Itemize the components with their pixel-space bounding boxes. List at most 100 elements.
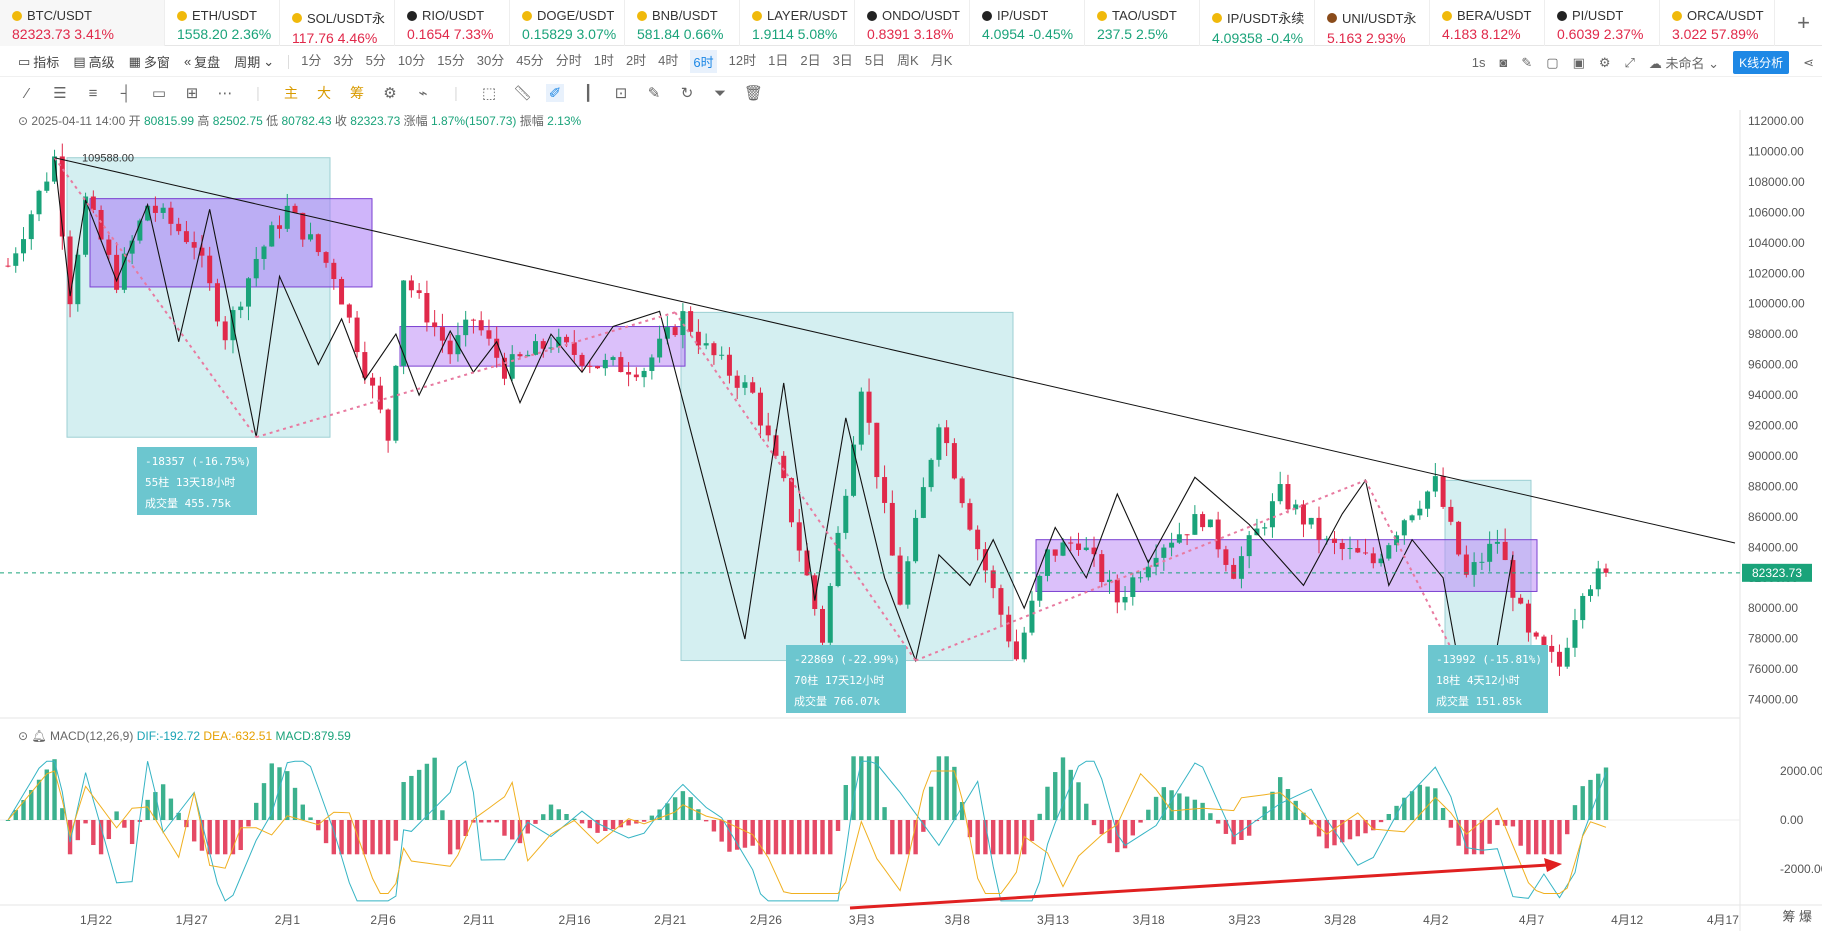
edit-icon[interactable]: ✎: [647, 85, 661, 102]
brush-icon[interactable]: ✐: [546, 84, 564, 102]
indicator-button[interactable]: ▭ 指标: [18, 53, 60, 71]
refresh-icon[interactable]: ↻: [680, 85, 694, 102]
template-icon[interactable]: ▣: [1572, 54, 1585, 70]
eye-icon[interactable]: ⊙: [18, 729, 29, 743]
ticker-change: 2.5%: [1135, 26, 1168, 42]
macd-bar: [510, 820, 515, 840]
price-chart[interactable]: 112000.00 110000.00 108000.00 106000.00 1040…: [0, 95, 1822, 931]
candle-body: [928, 459, 934, 488]
ticker-bnb-usdt[interactable]: BNB/USDT 581.84 0.66%: [625, 0, 740, 46]
kline-analysis-button[interactable]: K线分析: [1733, 51, 1790, 74]
crosshair-box-icon[interactable]: ⊞: [185, 85, 199, 102]
timeframe-2[interactable]: 5分: [365, 53, 386, 68]
ticker-layer-usdt[interactable]: LAYER/USDT 1.9114 5.08%: [740, 0, 855, 46]
layout-icon[interactable]: ▢: [1546, 54, 1559, 70]
timeframe-5[interactable]: 30分: [476, 53, 505, 68]
candle-body: [618, 357, 624, 373]
ticker-tao-usdt[interactable]: TAO/USDT 237.5 2.5%: [1085, 0, 1200, 46]
candle-body: [657, 338, 663, 358]
trash-icon[interactable]: 🗑︎: [744, 85, 764, 102]
ticker-pi-usdt[interactable]: PI/USDT 0.6039 2.37%: [1545, 0, 1660, 46]
horizontal-ray-icon[interactable]: ┤: [120, 84, 132, 102]
timeframe-10[interactable]: 4时: [658, 53, 679, 68]
macd-bar: [347, 820, 352, 855]
rectangle-icon[interactable]: ▭: [151, 85, 167, 102]
ruler-icon[interactable]: 📏︎: [513, 85, 533, 102]
timeframe-15[interactable]: 3日: [832, 53, 853, 68]
timeframe-0[interactable]: 1分: [301, 53, 322, 68]
timeframe-12[interactable]: 12时: [728, 53, 757, 68]
lock-icon[interactable]: ⊡: [614, 85, 628, 102]
candle-body: [1293, 504, 1299, 510]
candles-icon[interactable]: ┃: [583, 85, 593, 102]
horizontal-lines-icon[interactable]: ☰: [53, 85, 67, 102]
candle-body: [486, 330, 492, 339]
ticker-sol-usdt-[interactable]: SOL/USDT永 117.76 4.46%: [280, 0, 395, 46]
timeframe-14[interactable]: 2日: [800, 53, 821, 68]
timeframe-1[interactable]: 3分: [333, 53, 354, 68]
timeframe-3[interactable]: 10分: [397, 53, 426, 68]
indicator-settings-icon[interactable]: ⚙: [383, 85, 397, 102]
timeframe-6[interactable]: 45分: [516, 53, 544, 68]
period-dropdown[interactable]: 周期 ⌄: [234, 53, 275, 71]
candle-body: [1262, 527, 1268, 529]
big-order-button[interactable]: 大: [317, 85, 331, 101]
timeframe-16[interactable]: 5日: [864, 53, 886, 68]
ticker-ondo-usdt[interactable]: ONDO/USDT 0.8391 3.18%: [855, 0, 970, 46]
camera-icon[interactable]: ◙: [1499, 55, 1508, 70]
replay-button[interactable]: «复盘: [183, 54, 221, 70]
candle-body: [1432, 476, 1438, 492]
filter-icon[interactable]: ⏷: [713, 84, 726, 102]
macd-bar: [1277, 777, 1283, 820]
interval-1s-button[interactable]: 1s: [1471, 55, 1486, 70]
multi-window-button[interactable]: ▦ 多窗: [128, 53, 170, 71]
ticker-doge-usdt[interactable]: DOGE/USDT 0.15829 3.07%: [510, 0, 625, 46]
share-icon[interactable]: ⋖: [1803, 54, 1814, 70]
fullscreen-icon[interactable]: ⤢: [1624, 54, 1635, 70]
ticker-bera-usdt[interactable]: BERA/USDT 4.183 8.12%: [1430, 0, 1545, 46]
select-icon[interactable]: ⬚: [481, 85, 497, 102]
macd-bar: [285, 771, 290, 820]
timeframe-13[interactable]: 1日: [768, 53, 789, 68]
macd-bar: [215, 820, 220, 855]
magnet-icon[interactable]: ⌁: [418, 85, 428, 102]
ticker-orca-usdt[interactable]: ORCA/USDT 3.022 57.89%: [1660, 0, 1775, 46]
ticker-rio-usdt[interactable]: RIO/USDT 0.1654 7.33%: [395, 0, 510, 46]
advanced-button[interactable]: ▤ 高级: [73, 53, 115, 71]
candle-body: [1541, 636, 1547, 646]
bell-icon[interactable]: 🔔︎: [31, 729, 47, 743]
parallel-lines-icon[interactable]: ≡: [88, 84, 98, 102]
timeframe-7[interactable]: 分时: [555, 53, 582, 68]
timeframe-17[interactable]: 周K: [897, 53, 919, 68]
macd-bar: [370, 820, 375, 855]
open-value: 80815.99: [143, 114, 195, 128]
timeframe-8[interactable]: 1时: [593, 53, 614, 68]
more-icon[interactable]: ⋯: [217, 85, 233, 102]
macd-bar: [261, 783, 267, 820]
timeframe-9[interactable]: 2时: [625, 53, 647, 68]
trendline-icon[interactable]: ⁄: [25, 84, 29, 102]
candle-body: [1425, 491, 1431, 509]
pencil-icon[interactable]: ✎: [1521, 54, 1533, 70]
chip-distribution-button[interactable]: 筹: [350, 85, 364, 101]
ticker-ip-usdt[interactable]: IP/USDT 4.0954 -0.45%: [970, 0, 1085, 46]
ticker-eth-usdt[interactable]: ETH/USDT 1558.20 2.36%: [165, 0, 280, 46]
add-tab-button[interactable]: +: [1797, 10, 1810, 35]
macd-bar: [409, 775, 414, 820]
cloud-save-dropdown[interactable]: ☁ 未命名 ⌄: [1648, 56, 1720, 71]
ticker-uni-usdt-[interactable]: UNI/USDT永 5.163 2.93%: [1315, 0, 1430, 46]
timeframe-11[interactable]: 6时: [690, 50, 717, 73]
ticker-btc-usdt[interactable]: BTC/USDT 82323.73 3.41%: [0, 0, 165, 46]
timeframe-4[interactable]: 15分: [437, 53, 465, 68]
macd-bar: [990, 820, 996, 855]
corner-buttons[interactable]: 筹 爆: [1782, 909, 1812, 924]
gear-icon[interactable]: ⚙: [1598, 54, 1611, 70]
x-tick-label: 2月26: [750, 913, 782, 927]
ticker-change: 2.93%: [1365, 30, 1406, 46]
bnb-icon: [637, 10, 647, 21]
ticker-ip-usdt-[interactable]: IP/USDT永续 4.09358 -0.4%: [1200, 0, 1315, 46]
main-chart-button[interactable]: 主: [284, 85, 298, 101]
dotted-line-2: [255, 311, 676, 439]
timeframe-18[interactable]: 月K: [930, 53, 953, 68]
toolbar-divider: |: [256, 84, 260, 102]
